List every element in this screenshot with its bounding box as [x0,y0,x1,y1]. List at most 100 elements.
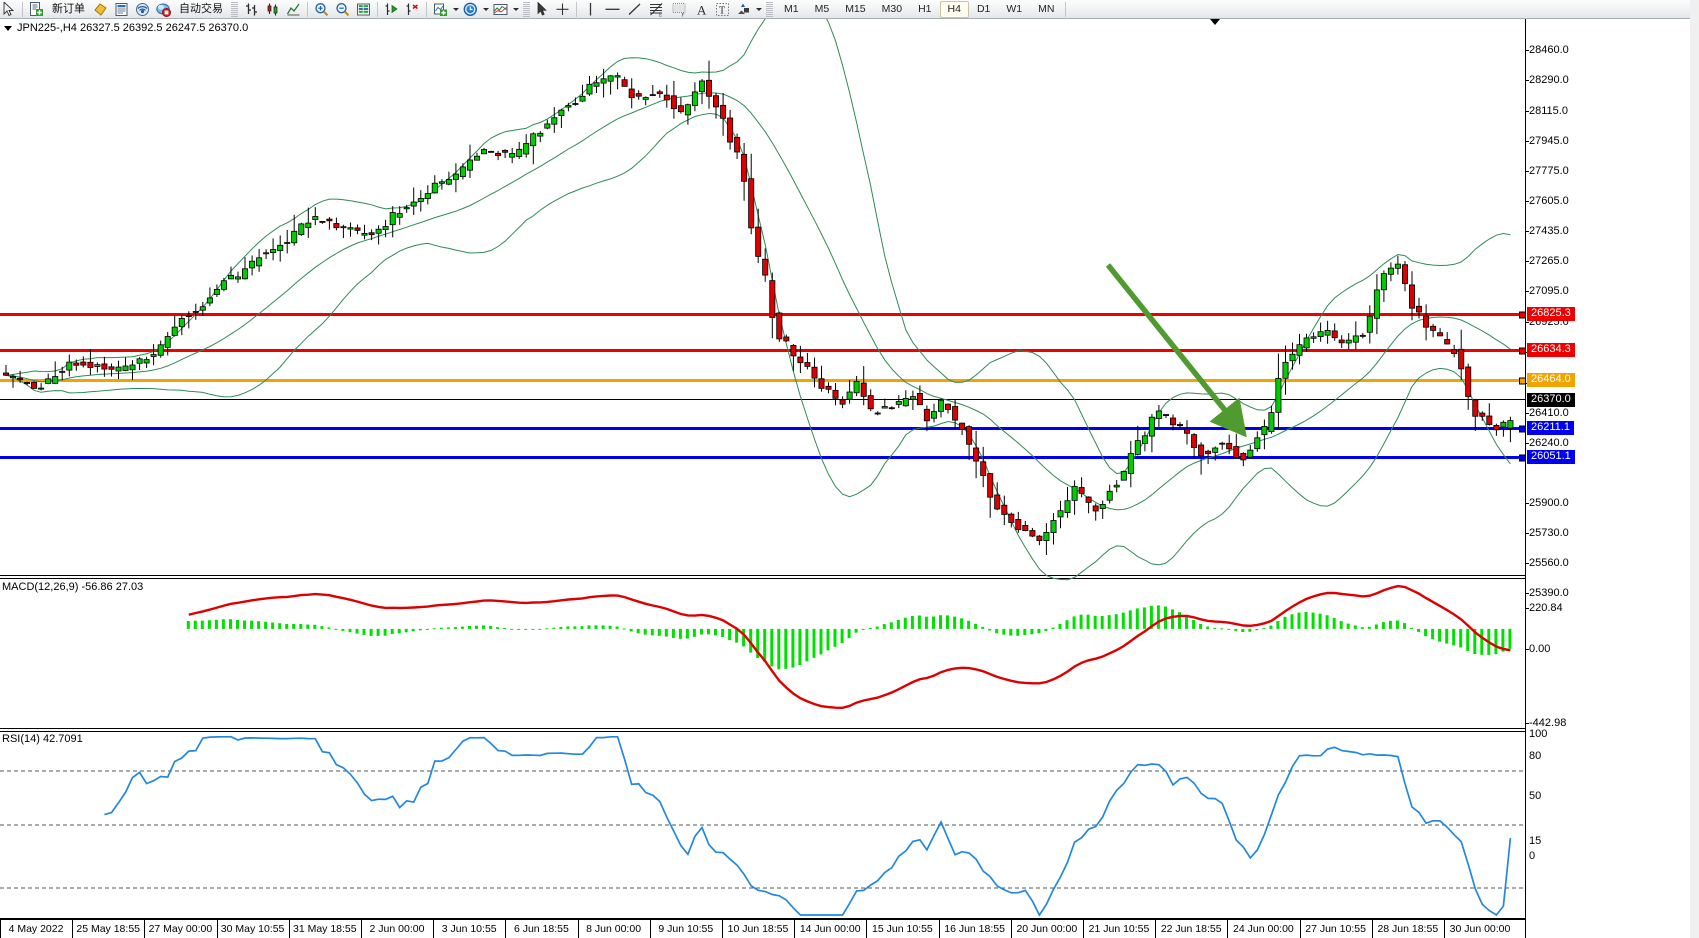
new-order-label[interactable]: 新订单 [52,2,85,15]
timeframe-w1[interactable]: W1 [1006,3,1023,15]
zoom-out-icon[interactable] [332,1,353,18]
chevron-down-icon[interactable] [754,1,763,18]
candle-body-bearish [488,150,495,153]
new-order-icon[interactable] [26,1,47,18]
candlestick-chart-icon[interactable] [262,1,283,18]
price-badge-pivot-line[interactable]: 26464.0 [1527,373,1575,387]
price-badge-resistance-line[interactable]: 26825.3 [1527,307,1575,321]
shift-end-icon[interactable] [402,1,423,18]
pivot-line-26464[interactable] [0,377,1526,384]
candle-body-bullish [649,94,656,96]
support-line-26211[interactable] [0,425,1526,432]
line-anchor-handle[interactable] [1519,347,1526,354]
macd-histogram-bar [383,628,387,636]
line-chart-icon[interactable] [283,1,304,18]
signals-icon[interactable] [132,1,153,18]
vertical-line-icon[interactable] [580,1,601,18]
candle-body-bullish [642,97,649,100]
zoom-in-icon[interactable] [311,1,332,18]
templates-icon[interactable] [490,1,511,18]
candle-body-bearish [959,422,966,430]
select-cursor-icon[interactable] [533,1,552,18]
expert-advisor-icon[interactable] [90,1,111,18]
rsi-line [104,735,1512,917]
bar-chart-icon[interactable] [241,1,262,18]
price-badge-support-line[interactable]: 26211.1 [1527,421,1574,435]
candle-body-bullish [614,75,621,78]
price-badge-resistance-line[interactable]: 26634.3 [1527,343,1575,357]
indicator-add-icon[interactable] [430,1,451,18]
macd-histogram-bar [721,628,725,637]
toolbar-grip[interactable] [766,1,773,17]
fibonacci-fan-icon[interactable]: F [668,1,691,18]
chevron-down-icon[interactable] [451,1,460,18]
period-clock-icon[interactable] [460,1,481,18]
resistance-line-26825[interactable] [0,311,1526,318]
price-tick-label-27265: 27265.0 [1529,255,1569,268]
candle-body-bullish [1296,344,1303,356]
chevron-down-icon[interactable] [511,1,520,18]
auto-trading-label[interactable]: 自动交易 [179,2,223,15]
candle-body-bearish [326,218,333,222]
macd-histogram-bar [1255,628,1259,631]
candle-body-bearish [783,336,790,342]
svg-text:A: A [697,2,707,17]
candle-body-bearish [818,378,825,389]
market-watch-icon[interactable] [353,1,374,18]
macd-histogram-bar [1171,609,1174,629]
pane-separator-price-macd [0,575,1525,576]
shapes-icon[interactable] [733,1,754,18]
macd-histogram-bar [1248,628,1252,632]
collapse-triangle-icon[interactable] [4,25,12,31]
toolbar-grip[interactable] [523,1,530,17]
macd-histogram-bar [341,628,345,631]
horizontal-line-icon[interactable] [601,1,624,18]
text-icon[interactable]: A [691,1,712,18]
candle-body-bullish [1366,315,1373,333]
price-tick-mark [1525,412,1529,414]
timeframe-m5[interactable]: M5 [814,3,830,15]
line-anchor-handle[interactable] [1519,311,1526,318]
cursor-arrow-icon[interactable] [0,1,19,18]
text-label-icon[interactable]: T [712,1,733,18]
pane-separator-macd-rsi [0,728,1525,729]
macd-histogram-bar [1114,614,1118,629]
toolbar-grip[interactable] [231,1,238,17]
auto-trading-icon[interactable] [153,1,174,18]
timeframe-m1[interactable]: M1 [784,3,799,15]
timeframe-h1[interactable]: H1 [918,3,932,15]
timeframe-h4[interactable]: H4 [939,0,969,18]
line-anchor-handle[interactable] [1519,425,1526,432]
line-anchor-handle[interactable] [1519,377,1526,384]
chevron-down-icon[interactable] [481,1,490,18]
macd-histogram-bar [404,628,408,633]
macd-histogram-bar [636,628,640,634]
timeframe-d1[interactable]: D1 [976,3,991,15]
candle-body-bearish [1444,339,1451,345]
support-line-26051[interactable] [0,454,1526,461]
macd-histogram-bar [1438,628,1442,642]
candle-body-bearish [748,178,755,229]
time-axis[interactable]: 4 May 2022 25 May 18:55 27 May 00:00 30 May… [0,919,1525,938]
candle-body-bullish [551,117,558,125]
time-tick-label: 15 Jun 10:55 [872,923,933,935]
price-badge-support-line[interactable]: 26051.1 [1527,450,1575,464]
macd-tick-label-0.00: 0.00 [1529,643,1551,655]
macd-histogram-bar [1128,610,1132,629]
fibonacci-icon[interactable]: E [645,1,668,18]
chart-canvas[interactable]: JPN225-,H4 26327.5 26392.5 26247.5 26370… [0,19,1699,938]
resistance-line-26634[interactable] [0,347,1526,354]
macd-histogram-bar [608,625,612,629]
crosshair-icon[interactable] [552,1,573,18]
macd-histogram-bar [517,628,521,630]
timeframe-mn[interactable]: MN [1038,3,1055,15]
macd-histogram-bar [327,627,331,629]
price-tick-label-28460: 28460.0 [1529,44,1569,56]
timeframe-m30[interactable]: M30 [881,3,903,15]
price-badge-last-price[interactable]: 26370.0 [1527,393,1575,407]
data-window-icon[interactable] [111,1,132,18]
trendline-icon[interactable] [624,1,645,18]
line-anchor-handle[interactable] [1519,454,1526,461]
shift-start-icon[interactable] [381,1,402,18]
timeframe-m15[interactable]: M15 [845,3,866,15]
